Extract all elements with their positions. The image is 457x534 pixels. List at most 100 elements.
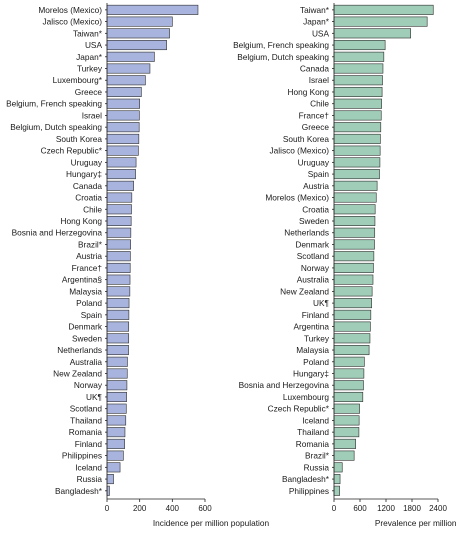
incidence-category-label: Netherlands	[57, 345, 102, 355]
incidence-x-axis-title: Incidence per million population	[153, 518, 270, 528]
prevalence-bar	[333, 16, 428, 27]
prevalence-category-label: Belgium, Dutch speaking	[237, 52, 329, 62]
prevalence-bar	[333, 204, 376, 215]
incidence-bar	[106, 122, 140, 133]
prevalence-category-label: France†	[299, 110, 330, 120]
incidence-bar	[106, 380, 128, 391]
prevalence-category-label: Hong Kong	[287, 87, 329, 97]
incidence-category-label: UK¶	[86, 392, 103, 402]
prevalence-bar	[333, 403, 360, 414]
incidence-bar	[106, 298, 130, 309]
prevalence-bar	[333, 157, 381, 168]
incidence-bar	[106, 133, 140, 144]
prevalence-x-axis-title: Prevalence per million population	[375, 518, 457, 528]
incidence-category-label: Iceland	[75, 462, 102, 472]
prevalence-bar	[333, 86, 383, 97]
prevalence-category-label: Russia	[304, 462, 330, 472]
incidence-category-label: Brazil*	[78, 239, 103, 249]
incidence-category-label: Belgium, French speaking	[6, 99, 102, 109]
incidence-bar	[106, 474, 114, 485]
prevalence-category-label: Taiwan*	[300, 5, 330, 15]
incidence-bar	[106, 251, 131, 262]
prevalence-bar	[333, 192, 377, 203]
incidence-bar	[106, 450, 124, 461]
prevalence-bar	[333, 286, 373, 297]
prevalence-bar	[333, 145, 381, 156]
prevalence-category-label: USA	[312, 28, 330, 38]
prevalence-bar	[333, 462, 343, 473]
incidence-bar	[106, 403, 127, 414]
incidence-bar	[106, 86, 142, 97]
incidence-chart: Morelos (Mexico) Jalisco (Mexico)Taiwan* U…	[6, 3, 269, 528]
prevalence-bar	[333, 450, 355, 461]
incidence-category-label: Japan*	[76, 52, 103, 62]
prevalence-bar	[333, 333, 371, 344]
incidence-category-label: Israel	[82, 110, 102, 120]
prevalence-bar	[333, 227, 376, 238]
incidence-bar	[106, 157, 137, 168]
prevalence-category-label: Romania	[296, 439, 330, 449]
prevalence-category-label: Canada	[300, 64, 329, 74]
incidence-bar	[106, 309, 130, 320]
prevalence-bar	[333, 75, 383, 86]
incidence-category-label: Morelos (Mexico)	[38, 5, 102, 15]
prevalence-bar	[333, 415, 360, 426]
prevalence-category-label: Uruguay	[298, 157, 330, 167]
incidence-category-label: Philippines	[62, 451, 102, 461]
prevalence-bar	[333, 321, 371, 332]
incidence-bar	[106, 239, 131, 250]
prevalence-bar	[333, 474, 341, 485]
prevalence-x-tick-label: 600	[353, 504, 367, 513]
incidence-bar	[106, 321, 130, 332]
incidence-category-label: Bosnia and Herzegovina	[12, 228, 103, 238]
incidence-bar	[106, 216, 132, 227]
incidence-category-label: Scotland	[70, 404, 103, 414]
prevalence-category-label: Jalisco (Mexico)	[270, 146, 330, 156]
prevalence-bar	[333, 180, 378, 191]
prevalence-bar	[333, 251, 375, 262]
incidence-category-label: Canada	[73, 181, 102, 191]
incidence-bar	[106, 204, 132, 215]
incidence-bar	[106, 262, 131, 273]
incidence-bar	[106, 227, 132, 238]
incidence-category-label: Poland	[76, 298, 102, 308]
incidence-category-label: Chile	[83, 204, 102, 214]
prevalence-bar	[333, 298, 373, 309]
prevalence-category-label: Iceland	[302, 415, 329, 425]
incidence-category-label: Austria	[76, 251, 102, 261]
prevalence-category-label: Morelos (Mexico)	[265, 193, 329, 203]
incidence-category-label: Thailand	[70, 415, 102, 425]
prevalence-bar	[333, 356, 365, 367]
incidence-bar	[106, 75, 146, 86]
incidence-x-tick-label: 400	[166, 504, 180, 513]
prevalence-category-label: Finland	[302, 310, 330, 320]
prevalence-category-label: Denmark	[295, 239, 330, 249]
incidence-category-label: Luxembourg*	[53, 75, 103, 85]
prevalence-category-label: Philippines	[289, 486, 329, 496]
prevalence-x-tick-label: 1800	[403, 504, 421, 513]
prevalence-category-label: Belgium, French speaking	[233, 40, 329, 50]
prevalence-category-label: South Korea	[283, 134, 330, 144]
prevalence-category-label: Croatia	[302, 204, 329, 214]
prevalence-bar	[333, 133, 381, 144]
incidence-bar	[106, 98, 140, 109]
incidence-bar	[106, 180, 134, 191]
incidence-category-label: New Zealand	[53, 368, 102, 378]
prevalence-category-label: Malaysia	[296, 345, 329, 355]
incidence-category-label: Jalisco (Mexico)	[43, 17, 103, 27]
prevalence-category-label: Thailand	[297, 427, 329, 437]
incidence-category-label: Russia	[77, 474, 103, 484]
incidence-bar	[106, 274, 131, 285]
prevalence-bar	[333, 380, 364, 391]
incidence-category-label: USA	[85, 40, 103, 50]
incidence-bar	[106, 438, 125, 449]
incidence-category-label: Denmark	[68, 322, 103, 332]
prevalence-category-label: Sweden	[299, 216, 329, 226]
prevalence-category-label: Bosnia and Herzegovina	[239, 380, 330, 390]
incidence-bar	[106, 16, 173, 27]
incidence-x-tick-label: 200	[133, 504, 147, 513]
incidence-bar	[106, 356, 128, 367]
prevalence-category-label: Australia	[297, 275, 330, 285]
prevalence-category-label: Turkey	[304, 333, 330, 343]
